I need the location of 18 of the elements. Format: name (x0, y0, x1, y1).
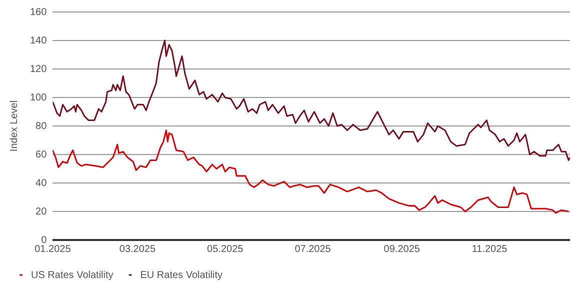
y-tick-label: 60 (36, 149, 48, 160)
x-tick-label: 01.2025 (34, 244, 72, 255)
y-tick-label: 0 (41, 234, 48, 246)
y-axis-title: Index Level (8, 100, 20, 152)
y-tick-label: 100 (30, 92, 48, 104)
y-tick-label: 20 (36, 206, 48, 218)
y-tick-label: 140 (30, 35, 48, 46)
y-tick-label: 160 (30, 6, 48, 18)
x-tick-label: 03.2025 (119, 244, 156, 255)
x-tick-label: 11.2025 (472, 244, 508, 255)
y-tick-label: 80 (36, 120, 48, 132)
x-tick-label: 07.2025 (294, 244, 332, 255)
x-tick-label: 09.2025 (384, 244, 420, 255)
legend-label: EU Rates Volatility (140, 270, 223, 281)
legend-label: US Rates Volatility (31, 270, 114, 281)
y-tick-label: 120 (30, 64, 48, 75)
x-tick-label: 05.2025 (207, 244, 244, 255)
y-tick-label: 40 (36, 178, 48, 189)
